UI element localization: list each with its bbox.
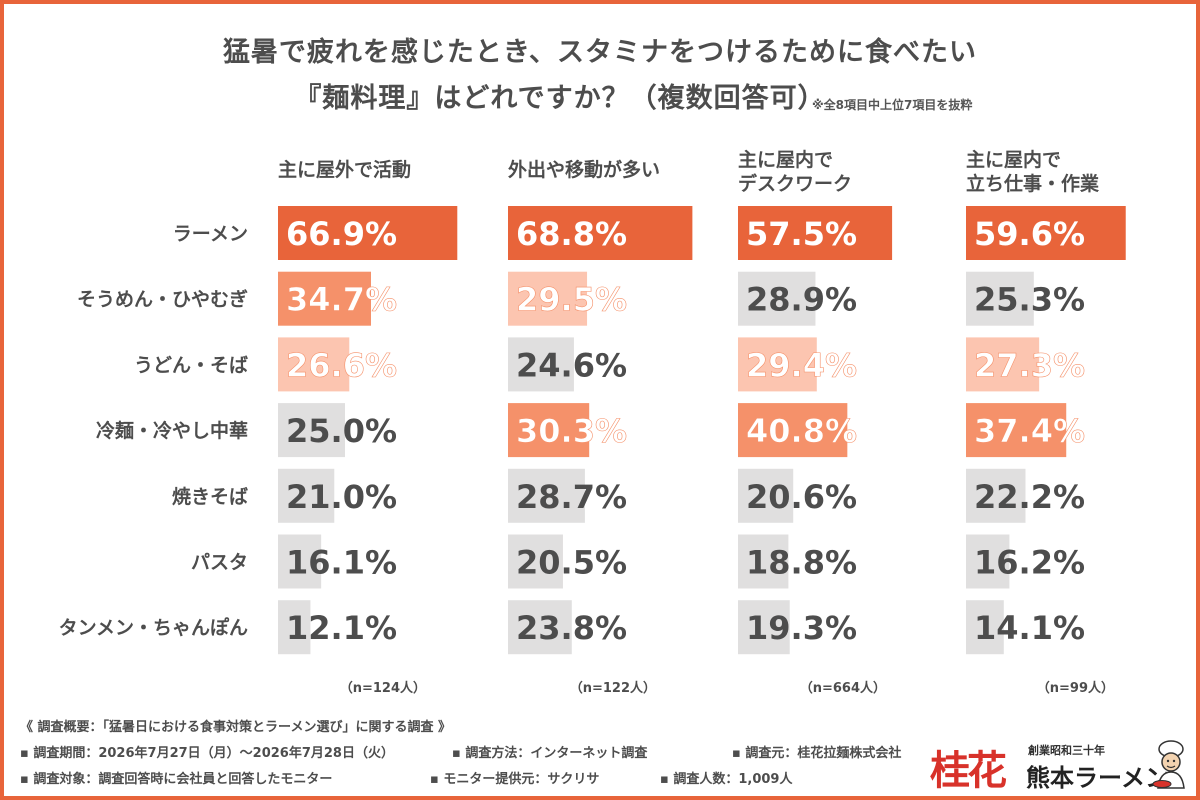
bar	[738, 403, 848, 458]
data-label: 27.3%	[974, 346, 1085, 384]
bar	[738, 468, 794, 523]
bar	[966, 468, 1026, 523]
category-label: ラーメン	[173, 223, 248, 245]
bar	[966, 206, 1126, 260]
column-header: 立ち仕事・作業	[966, 172, 1100, 195]
brand-logo: 桂花 創業昭和三十年 熊本ラーメン	[930, 738, 1192, 794]
data-label: 57.5%	[746, 215, 857, 253]
chart-title-line1: 猛暑で疲れを感じたとき、スタミナをつけるために食べたい	[222, 37, 978, 68]
footer-method: ▪ 調査方法：インターネット調査	[452, 746, 648, 761]
column-header: 主に屋外で活動	[278, 158, 411, 181]
bar	[278, 403, 345, 458]
bar	[508, 403, 590, 458]
footer-summary: 《 調査概要：「猛暑日における食事対策とラーメン選び」に関する調査 》	[20, 720, 452, 735]
sample-size-label: （n=124人）	[340, 680, 426, 696]
bar	[508, 206, 693, 260]
bar	[278, 468, 335, 523]
bar	[966, 534, 1010, 589]
data-label: 40.8%	[746, 412, 857, 450]
data-label: 12.1%	[286, 609, 397, 647]
logo-name: 熊本ラーメン	[1026, 763, 1170, 792]
data-label: 28.7%	[516, 478, 627, 516]
column-header: デスクワーク	[738, 172, 852, 195]
bar-chart: ラーメンそうめん・ひやむぎうどん・そば冷麺・冷やし中華焼きそばパスタタンメン・ち…	[59, 148, 1126, 696]
data-label: 14.1%	[974, 609, 1085, 647]
data-label: 37.4%	[974, 412, 1085, 450]
bar	[508, 468, 585, 523]
bar	[278, 337, 350, 392]
bar	[966, 600, 1004, 655]
data-label: 24.6%	[516, 346, 627, 384]
data-label: 21.0%	[286, 478, 397, 516]
data-label: 19.3%	[746, 609, 857, 647]
footer-provider: ▪ モニター提供元：サクリサ	[430, 772, 600, 787]
footer-count: ▪ 調査人数：1,009人	[660, 772, 793, 787]
category-label: 冷麺・冷やし中華	[96, 419, 248, 442]
data-label: 30.3%	[516, 412, 627, 450]
data-label: 25.3%	[974, 281, 1085, 319]
data-label: 29.5%	[516, 281, 627, 319]
column-header: 外出や移動が多い	[508, 158, 660, 181]
bar	[738, 600, 790, 655]
footer-source: ▪ 調査元：桂花拉麺株式会社	[732, 746, 902, 761]
column-header: 主に屋内で	[966, 148, 1061, 171]
bar	[278, 600, 311, 655]
data-label: 23.8%	[516, 609, 627, 647]
data-label: 59.6%	[974, 215, 1085, 253]
bar	[278, 534, 322, 589]
sample-size-label: （n=122人）	[570, 680, 656, 696]
chart-title-line2: 『麺料理』はどれですか？（複数回答可）	[294, 83, 826, 114]
category-label: パスタ	[191, 552, 248, 574]
data-label: 28.9%	[746, 281, 857, 319]
data-label: 66.9%	[286, 215, 397, 253]
category-label: そうめん・ひやむぎ	[77, 288, 248, 311]
logo-subtitle: 創業昭和三十年	[1028, 744, 1105, 757]
sample-size-label: （n=99人）	[1037, 680, 1114, 696]
bar	[508, 600, 572, 655]
category-label: 焼きそば	[172, 485, 248, 508]
bar	[738, 337, 817, 392]
bar	[966, 337, 1040, 392]
bar	[508, 271, 588, 326]
sample-size-label: （n=664人）	[800, 680, 886, 696]
chart-note: ※全8項目中上位7項目を抜粋	[812, 98, 973, 112]
data-label: 20.6%	[746, 478, 857, 516]
bar	[278, 206, 458, 260]
data-label: 25.0%	[286, 412, 397, 450]
column-header: 主に屋内で	[738, 148, 833, 171]
bar	[278, 271, 371, 326]
bar	[966, 271, 1034, 326]
category-label: うどん・そば	[134, 354, 248, 376]
data-label: 34.7%	[286, 281, 397, 319]
footer-target: ▪ 調査対象：調査回答時に会社員と回答したモニター	[20, 772, 333, 787]
category-label: タンメン・ちゃんぽん	[59, 616, 248, 639]
logo-kanji: 桂花	[930, 747, 1007, 794]
data-label: 16.2%	[974, 544, 1085, 582]
data-label: 20.5%	[516, 544, 627, 582]
chef-mascot-icon	[1152, 740, 1185, 789]
data-label: 68.8%	[516, 215, 627, 253]
footer-period: ▪ 調査期間：2026年7月27日（月）〜2026年7月28日（火）	[20, 746, 394, 761]
bar	[738, 271, 816, 326]
data-label: 26.6%	[286, 346, 397, 384]
data-label: 16.1%	[286, 544, 397, 582]
data-label: 18.8%	[746, 544, 857, 582]
bar	[738, 206, 893, 260]
bar	[508, 337, 574, 392]
bar	[966, 403, 1067, 458]
bar	[508, 534, 563, 589]
data-label: 29.4%	[746, 346, 857, 384]
data-label: 22.2%	[974, 478, 1085, 516]
bar	[738, 534, 789, 589]
